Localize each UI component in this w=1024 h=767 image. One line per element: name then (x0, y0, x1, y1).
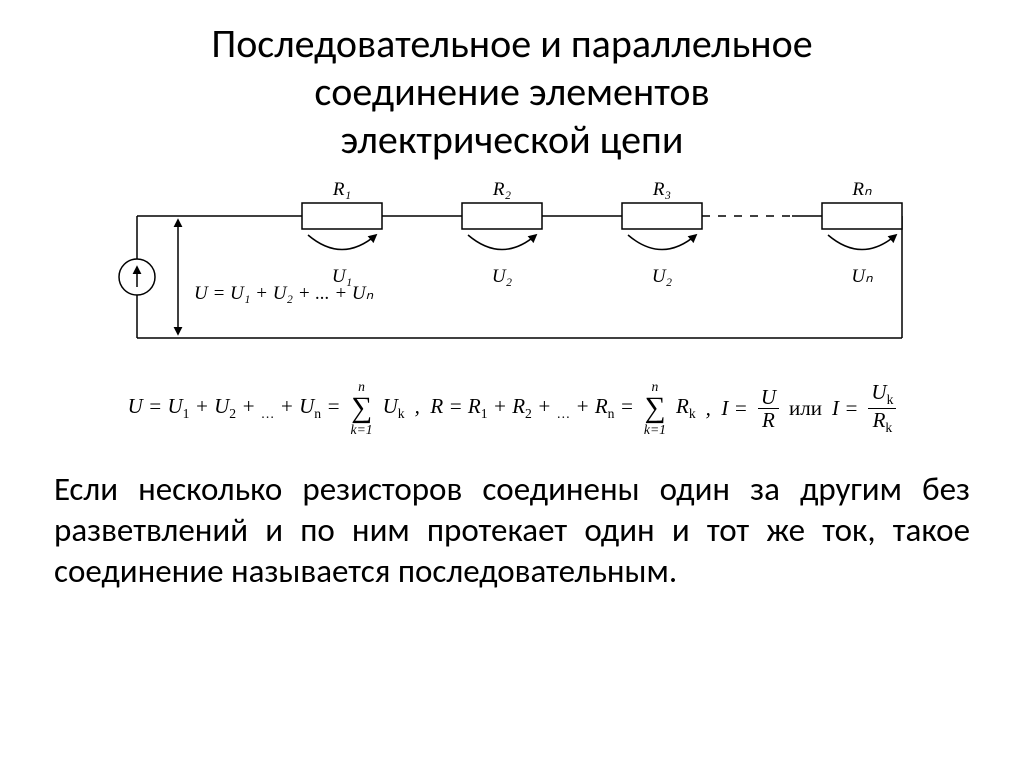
svg-text:Uₙ: Uₙ (851, 266, 873, 287)
svg-text:U₁: U₁ (332, 266, 352, 287)
formula-i-frac: U R (758, 386, 779, 431)
formula-u-sigma: n ∑ k=1 (351, 380, 373, 437)
title-line-1: Последовательное и параллельное (211, 19, 812, 68)
svg-text:R₂: R₂ (492, 179, 512, 200)
body-paragraph: Если несколько резисторов соединены один… (50, 469, 974, 593)
formula-r-expand: , R = R1 + R2 + … + Rn = (415, 394, 634, 422)
formula-or: или (789, 396, 822, 421)
svg-text:Rₙ: Rₙ (851, 179, 872, 200)
svg-text:U₂: U₂ (652, 266, 673, 287)
formula-i2-frac: Uk Rk (868, 381, 896, 435)
title-line-3: электрической цепи (341, 115, 684, 164)
formula-u-sigma-term: Uk (383, 394, 405, 422)
svg-text:R₁: R₁ (332, 179, 351, 200)
formula-i-label: , I = (706, 396, 748, 421)
title-line-2: соединение элементов (314, 67, 709, 116)
svg-text:U₂: U₂ (492, 266, 513, 287)
formula-row: U = U1 + U2 + … + Un = n ∑ k=1 Uk , R = … (50, 380, 974, 437)
formula-r-sigma-term: Rk (676, 394, 696, 422)
formula-u-expand: U = U1 + U2 + … + Un = (128, 394, 341, 422)
slide-title: Последовательное и параллельное соединен… (50, 20, 974, 164)
formula-i2-label: I = (832, 396, 858, 421)
formula-r-sigma: n ∑ k=1 (644, 380, 666, 437)
svg-text:R₃: R₃ (652, 179, 671, 200)
circuit-diagram: U = U₁ + U₂ + ... + UₙR₁U₁R₂U₂R₃U₂RₙUₙ (50, 168, 974, 368)
